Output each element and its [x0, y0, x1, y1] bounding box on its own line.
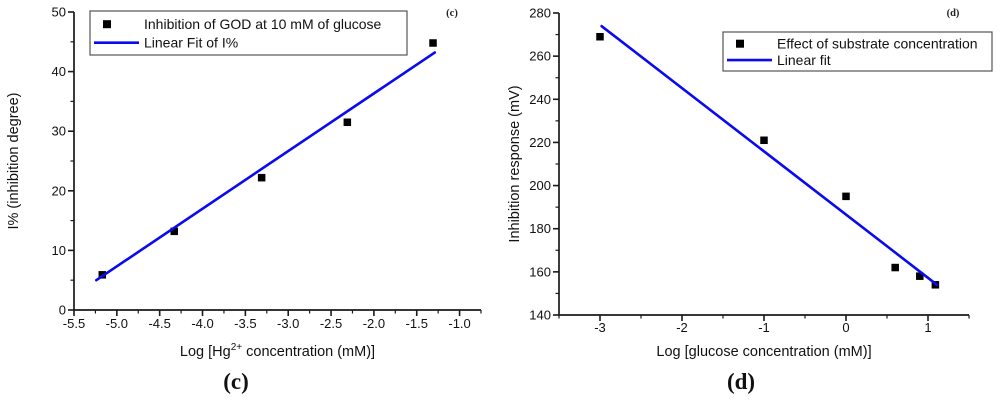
data-point: [760, 136, 768, 145]
legend-box: [722, 31, 993, 72]
x-tick-label: -3.0: [277, 316, 299, 331]
y-tick-label: 220: [529, 135, 551, 150]
y-tick-label: 200: [529, 178, 551, 193]
data-point: [596, 32, 604, 41]
data-point: [842, 192, 850, 201]
legend-marker-square: [736, 39, 744, 48]
y-axis-label: Inhibition response (mV): [507, 85, 523, 242]
linear-fit-line: [600, 24, 939, 287]
chart-d-response-vs-log-glucose: -3 -2 -1 0 1 140 160 180 200 220 240 260 280 Log [glu…: [507, 6, 993, 360]
chart-c-inhibition-vs-log-hg: -5.5 -5.0 -4.5 -4.0 -3.5 -3.0 -2.5 -2.0 -1.5 -1.0…: [6, 5, 482, 360]
x-tick-label: -1.0: [448, 316, 470, 331]
x-axis-label: Log [Hg2+ concentration (mM)]: [180, 342, 375, 360]
panel-d-corner-label: (d): [946, 8, 960, 19]
data-point: [170, 227, 179, 236]
panel-c: -5.5 -5.0 -4.5 -4.0 -3.5 -3.0 -2.5 -2.0 -1.5 -1.0…: [6, 5, 482, 360]
legend-marker-square: [103, 20, 111, 29]
legend-label-line: Linear fit: [777, 52, 831, 68]
y-tick-label: 20: [52, 183, 66, 198]
y-tick-label: 260: [529, 49, 551, 64]
y-axis-label: I% (inhibition degree): [6, 92, 22, 229]
x-axis-label: Log [glucose concentration (mM)]: [656, 344, 871, 360]
legend-label-line: Linear Fit of I%: [144, 35, 238, 51]
panel-c-caption: (c): [223, 369, 249, 394]
y-tick-label: 50: [52, 5, 66, 20]
data-point: [429, 39, 437, 47]
x-tick-label: -2: [676, 320, 688, 335]
legend-label-scatter: Inhibition of GOD at 10 mM of glucose: [144, 16, 382, 32]
data-point: [891, 263, 899, 272]
x-tick-label: 0: [842, 320, 849, 335]
x-tick-label: -4.5: [148, 316, 170, 331]
x-tick-label: -5.0: [106, 316, 128, 331]
x-tick-label: -1.5: [406, 316, 428, 331]
x-tick-label: -2.0: [363, 316, 385, 331]
y-tick-label: 240: [529, 92, 551, 107]
y-tick-label: 140: [529, 308, 551, 323]
x-tick-label: -3: [594, 320, 606, 335]
x-tick-label: -5.5: [63, 316, 85, 331]
data-point: [257, 173, 266, 182]
data-point: [343, 118, 352, 127]
axis-spines: [73, 12, 481, 311]
legend-box: [89, 10, 408, 56]
x-tick-label: -1: [758, 320, 770, 335]
y-tick-label: 0: [59, 303, 66, 318]
data-point: [916, 272, 924, 280]
panel-d-caption: (d): [726, 369, 756, 394]
y-tick-label: 160: [529, 264, 551, 279]
y-tick-label: 30: [52, 124, 66, 139]
linear-fit-line: [94, 51, 437, 282]
x-tick-label: -3.5: [234, 316, 256, 331]
x-tick-label: -2.5: [320, 316, 342, 331]
x-tick-label: -4.0: [191, 316, 213, 331]
y-tick-label: 180: [529, 221, 551, 236]
panel-c-corner-label: (c): [446, 8, 458, 19]
y-tick-label: 280: [529, 6, 551, 21]
y-tick-label: 40: [52, 64, 66, 79]
legend-label-scatter: Effect of substrate concentration: [777, 36, 978, 52]
y-tick-label: 10: [52, 243, 66, 258]
panel-d: -3 -2 -1 0 1 140 160 180 200 220 240 260 280 Log [glu…: [500, 0, 1000, 405]
x-tick-label: 1: [924, 320, 931, 335]
